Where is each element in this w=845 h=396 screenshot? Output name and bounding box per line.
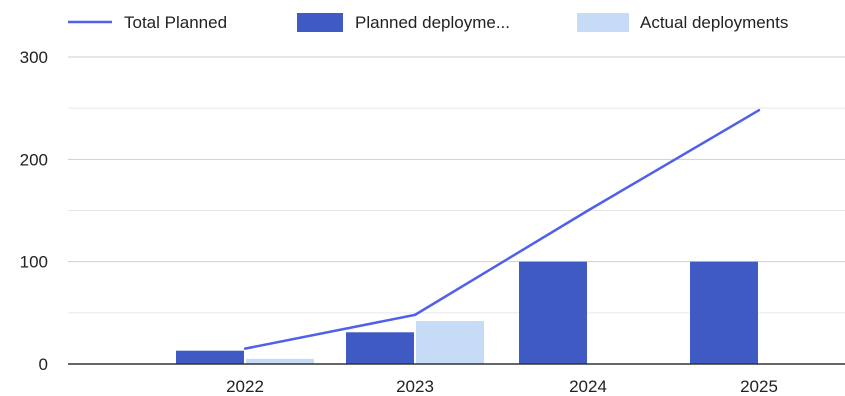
- bars: [176, 261, 758, 364]
- bar-actual-2023[interactable]: [416, 321, 484, 364]
- legend-swatch-bar: [297, 13, 343, 32]
- legend-item-total-planned[interactable]: Total Planned: [68, 13, 227, 32]
- legend-swatch-bar: [577, 13, 629, 32]
- y-tick-label: 100: [20, 253, 48, 272]
- line-total-planned[interactable]: [244, 109, 760, 350]
- legend-label: Total Planned: [124, 13, 227, 32]
- bar-actual-2022[interactable]: [246, 358, 314, 364]
- gridlines: [68, 56, 845, 314]
- bar-planned-2025[interactable]: [690, 261, 758, 364]
- x-tick-label: 2022: [226, 377, 264, 396]
- line-point-total-planned-2022[interactable]: [243, 347, 247, 350]
- x-tick-label: 2025: [740, 377, 778, 396]
- bar-planned-2024[interactable]: [519, 261, 587, 364]
- x-tick-label: 2023: [396, 377, 434, 396]
- x-axis: 2022 2023 2024 2025: [68, 363, 845, 396]
- legend-label: Planned deployme...: [355, 13, 510, 32]
- y-tick-label: 200: [20, 150, 48, 169]
- line-series: [243, 109, 761, 350]
- bar-planned-2022[interactable]: [176, 350, 244, 364]
- x-tick-label: 2024: [569, 377, 607, 396]
- legend-item-actual-deployments[interactable]: Actual deployments: [577, 13, 788, 32]
- legend: Total Planned Planned deployme... Actual…: [68, 13, 788, 32]
- line-point-total-planned-2025[interactable]: [757, 109, 761, 112]
- y-axis: 0 100 200 300: [20, 48, 48, 374]
- legend-label: Actual deployments: [640, 13, 788, 32]
- line-point-total-planned-2023[interactable]: [413, 313, 417, 317]
- line-point-total-planned-2024[interactable]: [586, 209, 590, 212]
- y-tick-label: 300: [20, 48, 48, 67]
- y-tick-label: 0: [39, 355, 48, 374]
- bar-planned-2023[interactable]: [346, 332, 414, 364]
- legend-item-planned-deployments[interactable]: Planned deployme...: [297, 13, 510, 32]
